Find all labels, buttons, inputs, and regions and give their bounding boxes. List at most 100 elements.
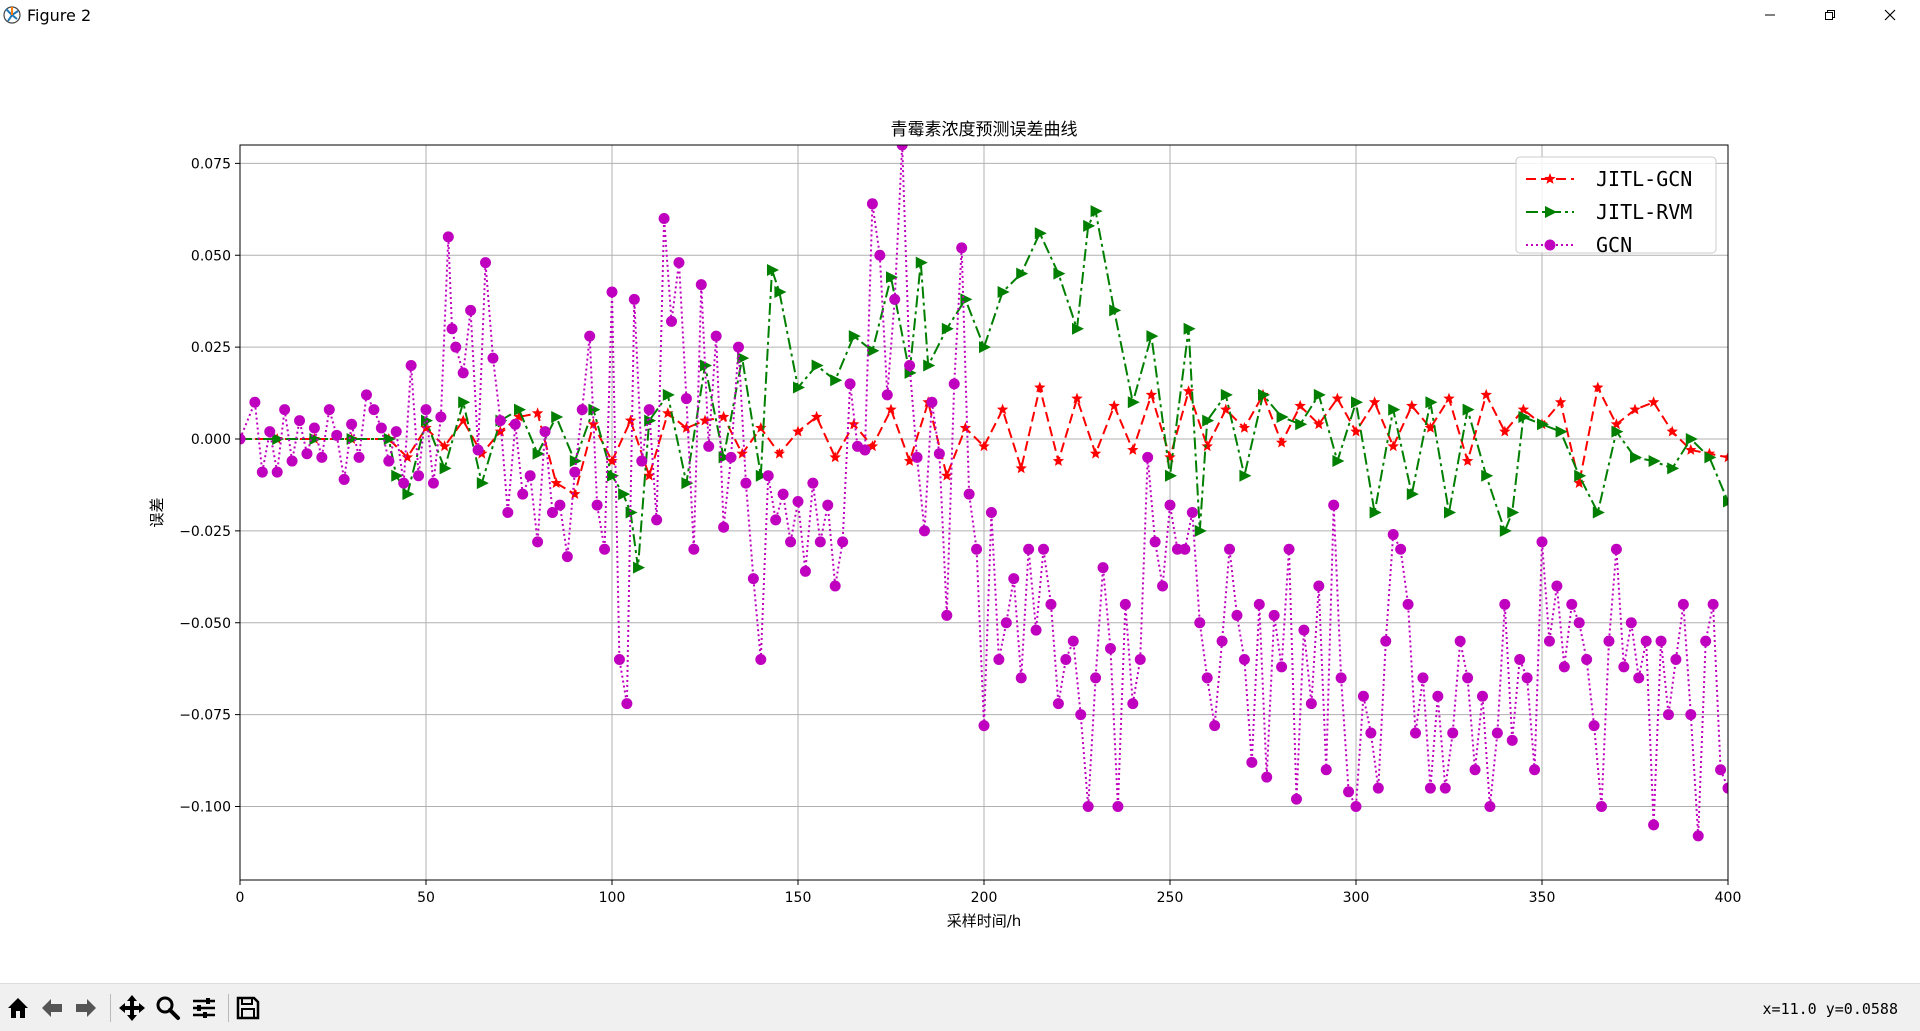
forward-icon bbox=[76, 999, 96, 1017]
data-point bbox=[1030, 624, 1042, 636]
data-point bbox=[323, 404, 335, 416]
data-point bbox=[680, 393, 692, 405]
data-point bbox=[848, 330, 861, 343]
data-point bbox=[904, 360, 916, 371]
window-title: Figure 2 bbox=[27, 6, 92, 25]
forward-button[interactable] bbox=[70, 992, 102, 1024]
zoom-button[interactable] bbox=[152, 992, 184, 1024]
data-point bbox=[1625, 617, 1637, 629]
data-point bbox=[1603, 635, 1615, 647]
data-point bbox=[1142, 451, 1154, 463]
data-point bbox=[807, 477, 819, 489]
data-point bbox=[1481, 469, 1494, 482]
data-point bbox=[472, 444, 484, 456]
data-point bbox=[1543, 635, 1555, 647]
data-point bbox=[1268, 609, 1280, 621]
toolbar-separator bbox=[228, 994, 229, 1022]
x-tick-label: 250 bbox=[1157, 890, 1184, 906]
data-point bbox=[774, 286, 787, 298]
data-point bbox=[1395, 543, 1407, 555]
data-point bbox=[699, 414, 711, 426]
data-point bbox=[956, 242, 968, 254]
data-point bbox=[1380, 635, 1392, 647]
toolbar-separator bbox=[110, 994, 111, 1022]
back-button[interactable] bbox=[36, 992, 68, 1024]
data-point bbox=[718, 451, 731, 464]
data-point bbox=[1499, 524, 1512, 537]
data-point bbox=[1202, 414, 1215, 427]
data-point bbox=[591, 499, 603, 511]
y-axis-label: 误差 bbox=[148, 497, 166, 527]
data-point bbox=[438, 440, 451, 452]
data-point bbox=[1060, 654, 1072, 665]
configure-subplots-button[interactable] bbox=[188, 992, 220, 1024]
data-point bbox=[625, 506, 638, 519]
data-point bbox=[658, 213, 670, 224]
data-point bbox=[1715, 764, 1727, 776]
data-point bbox=[1008, 573, 1020, 585]
figure-canvas[interactable]: 0 50 100 150 200 250 300 350 400 0.075 0.050 0.025 0… bbox=[0, 30, 1920, 983]
zoom-icon bbox=[156, 996, 180, 1020]
data-point bbox=[633, 561, 646, 574]
save-button[interactable] bbox=[232, 992, 264, 1024]
data-point bbox=[402, 488, 415, 501]
data-point bbox=[1596, 801, 1608, 812]
data-point bbox=[531, 407, 544, 419]
pan-button[interactable] bbox=[116, 992, 148, 1024]
data-point bbox=[1220, 388, 1233, 401]
data-point bbox=[588, 403, 601, 416]
data-point bbox=[1633, 672, 1645, 684]
data-point bbox=[703, 440, 715, 452]
data-point bbox=[1090, 672, 1102, 684]
data-point bbox=[1499, 598, 1511, 610]
data-point bbox=[1647, 396, 1660, 408]
data-point bbox=[643, 404, 655, 416]
data-point bbox=[1146, 330, 1159, 343]
data-point bbox=[1108, 399, 1120, 411]
series-gcn bbox=[240, 145, 1728, 842]
data-point bbox=[1611, 425, 1624, 438]
data-point bbox=[1082, 801, 1094, 812]
data-point bbox=[1388, 403, 1401, 416]
data-point bbox=[996, 403, 1009, 415]
data-point bbox=[1417, 672, 1429, 684]
data-point bbox=[673, 257, 685, 269]
data-point bbox=[867, 344, 880, 357]
data-point bbox=[1558, 661, 1570, 673]
data-point bbox=[316, 451, 328, 463]
close-icon bbox=[1884, 9, 1896, 21]
close-button[interactable] bbox=[1860, 0, 1920, 30]
data-point bbox=[829, 451, 841, 463]
restore-button[interactable] bbox=[1800, 0, 1860, 30]
data-point bbox=[1313, 580, 1325, 592]
data-point bbox=[338, 473, 350, 485]
minimize-button[interactable] bbox=[1740, 0, 1800, 30]
data-point bbox=[1447, 727, 1459, 739]
data-point bbox=[960, 293, 973, 306]
data-point bbox=[777, 488, 789, 500]
data-point bbox=[554, 499, 566, 511]
data-point bbox=[509, 418, 521, 430]
data-point bbox=[1164, 499, 1176, 511]
data-point bbox=[390, 426, 402, 438]
data-point bbox=[985, 507, 997, 518]
data-point bbox=[848, 418, 860, 430]
data-point bbox=[1574, 469, 1587, 482]
data-point bbox=[1692, 830, 1704, 842]
data-point bbox=[1216, 635, 1228, 647]
data-point bbox=[569, 455, 582, 468]
data-point bbox=[1529, 764, 1541, 776]
data-point bbox=[1290, 793, 1302, 805]
data-point bbox=[740, 477, 752, 489]
data-point bbox=[621, 698, 633, 710]
data-point bbox=[1667, 462, 1680, 475]
home-button[interactable] bbox=[2, 992, 34, 1024]
y-tick-label: −0.100 bbox=[179, 800, 231, 816]
x-tick-label: 100 bbox=[599, 890, 626, 906]
data-point bbox=[933, 448, 945, 460]
data-point bbox=[1097, 562, 1109, 574]
data-point bbox=[514, 403, 526, 416]
tick-labels: 0 50 100 150 200 250 300 350 400 0.075 0.050 0.025 0… bbox=[179, 156, 1741, 906]
data-point bbox=[1424, 422, 1437, 433]
data-point bbox=[859, 444, 871, 456]
